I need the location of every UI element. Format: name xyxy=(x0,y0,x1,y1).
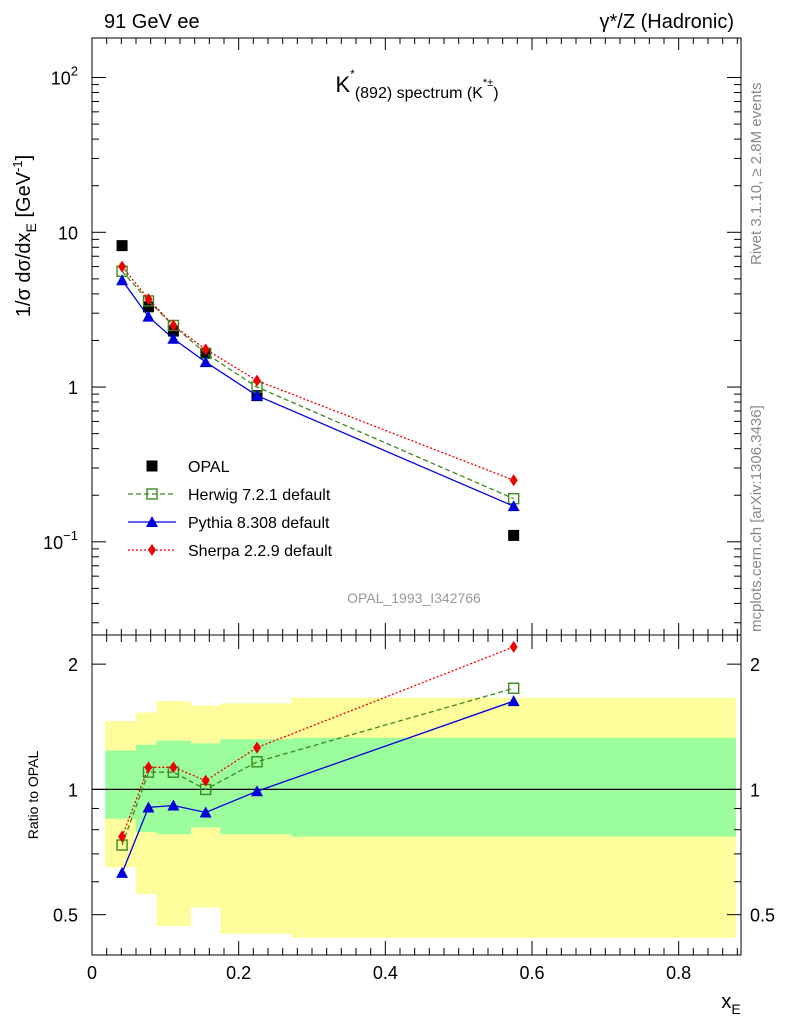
main-sherpa-point xyxy=(509,474,518,487)
main-sherpa-point xyxy=(118,260,127,273)
legend-sherpa-marker xyxy=(148,544,156,556)
rivet-version-label: Rivet 3.1.10, ≥ 2.8M events xyxy=(748,83,765,266)
main-sherpa-point xyxy=(201,343,210,356)
main-sherpa-point xyxy=(253,374,261,387)
ratio-x-tick-label: 0.6 xyxy=(519,963,544,983)
ratio-sherpa-line xyxy=(121,646,514,837)
ratio-frame xyxy=(91,634,742,956)
main-y-tick-label: 10−1 xyxy=(43,528,78,553)
main-panel: 10−1 1 10 102 K*(892) spectrum (K*±) 1/σ dσ… xyxy=(10,37,742,636)
ratio-herwig-line xyxy=(121,687,514,846)
ratio-pythia-point xyxy=(116,866,129,878)
main-herwig-line xyxy=(121,270,514,500)
main-sherpa-point xyxy=(144,293,153,306)
ratio-x-tick-label: 0 xyxy=(87,963,97,983)
main-opal-point xyxy=(116,240,128,252)
ratio-data-layer xyxy=(116,640,520,878)
ratio-pythia-point xyxy=(251,785,263,797)
legend-herwig-label: Herwig 7.2.1 default xyxy=(188,487,331,504)
inner-uncertainty-band xyxy=(125,750,136,819)
ratio-y-tick-label-left: 0.5 xyxy=(53,906,78,926)
ratio-sherpa-point xyxy=(509,640,518,653)
inner-uncertainty-band xyxy=(105,750,125,819)
uncertainty-bands xyxy=(92,697,741,938)
ratio-y-tick-label-right: 1 xyxy=(750,780,760,800)
ratio-pythia-point xyxy=(167,799,180,811)
legend-pythia-label: Pythia 8.308 default xyxy=(188,515,330,532)
main-pythia-point xyxy=(199,356,212,368)
main-sherpa-line xyxy=(121,266,514,481)
inner-uncertainty-band xyxy=(136,744,157,833)
legend-herwig-marker xyxy=(146,488,158,500)
legend-opal-label: OPAL xyxy=(188,459,230,476)
ratio-xlabel: xE xyxy=(721,991,740,1017)
analysis-tag: OPAL_1993_I342766 xyxy=(347,590,481,606)
main-title: K*(892) spectrum (K*±) xyxy=(335,67,498,102)
inner-uncertainty-band xyxy=(291,737,736,837)
ratio-ylabel: Ratio to OPAL xyxy=(25,751,41,840)
ratio-axes: 0 0.2 0.4 0.6 0.8 0.5 0.5 1 1 2 2 xyxy=(53,635,775,983)
legend-opal-marker xyxy=(146,460,158,472)
main-y-tick-label: 10 xyxy=(58,223,78,243)
ratio-sherpa-point xyxy=(144,761,153,774)
ratio-y-tick-label-right: 0.5 xyxy=(750,906,775,926)
header-left-label: 91 GeV ee xyxy=(104,11,200,33)
main-pythia-point xyxy=(116,274,129,286)
ratio-sherpa-point xyxy=(118,830,127,843)
ratio-herwig-point xyxy=(507,682,520,694)
main-opal-point xyxy=(508,529,520,541)
ratio-x-tick-label: 0.2 xyxy=(226,963,251,983)
header-right-label: γ*/Z (Hadronic) xyxy=(600,11,734,33)
ratio-x-tick-label: 0.4 xyxy=(373,963,398,983)
ratio-sherpa-point xyxy=(201,774,210,787)
main-pythia-point xyxy=(507,500,520,512)
ratio-y-tick-label-left: 2 xyxy=(68,655,78,675)
ratio-pythia-point xyxy=(142,801,155,813)
main-y-tick-label: 102 xyxy=(51,64,78,89)
ratio-herwig-point xyxy=(251,756,263,768)
ratio-y-tick-label-right: 2 xyxy=(750,655,760,675)
ratio-pythia-line xyxy=(121,700,514,874)
main-pythia-line xyxy=(121,279,514,507)
main-opal-point xyxy=(142,301,154,313)
ratio-sherpa-point xyxy=(253,741,261,754)
main-pythia-point xyxy=(142,310,155,322)
inner-uncertainty-band xyxy=(156,740,191,835)
main-axes: 10−1 1 10 102 xyxy=(43,38,741,635)
inner-uncertainty-band xyxy=(220,739,292,835)
ratio-sherpa-point xyxy=(169,761,178,774)
main-y-tick-label: 1 xyxy=(68,378,78,398)
main-data-layer xyxy=(116,240,520,541)
ratio-y-tick-label-left: 1 xyxy=(68,780,78,800)
ratio-panel: 0 0.2 0.4 0.6 0.8 0.5 0.5 1 1 2 2 Ratio to OPAL xE xyxy=(25,634,775,1017)
ratio-pythia-point xyxy=(507,695,520,707)
main-pythia-point xyxy=(167,332,180,344)
legend-pythia-marker xyxy=(146,516,158,527)
main-ylabel: 1/σ dσ/dxE [GeV-1] xyxy=(10,155,39,317)
ratio-x-tick-label: 0.8 xyxy=(666,963,691,983)
main-sherpa-point xyxy=(169,319,178,332)
main-pythia-point xyxy=(251,389,263,401)
mcplots-label: mcplots.cern.ch [arXiv:1306.3436] xyxy=(748,405,765,632)
legend-sherpa-label: Sherpa 2.2.9 default xyxy=(188,543,333,560)
legend: OPAL Herwig 7.2.1 default Pythia 8.308 def… xyxy=(128,459,333,560)
ratio-pythia-point xyxy=(199,806,212,818)
